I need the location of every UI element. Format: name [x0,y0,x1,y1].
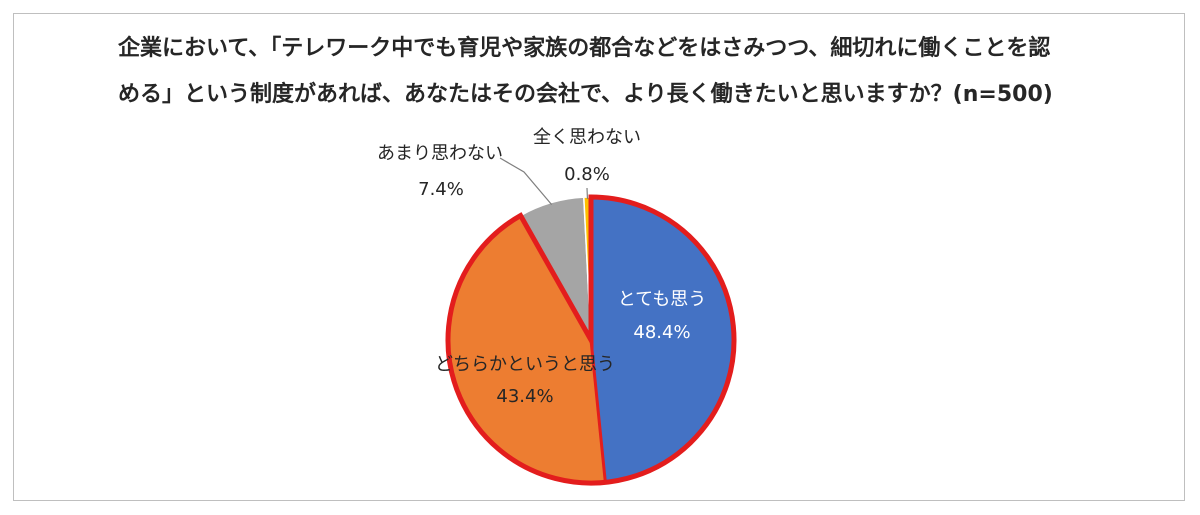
leader-lines [499,157,589,205]
pie-highlight-outline [445,194,737,486]
slice-label-amari: あまり思わない [377,143,503,164]
slice-value-mattaku: 0.8% [564,164,610,185]
slice-label-dochiraka: どちらかというと思う [435,354,615,375]
chart-title: 企業において、「テレワーク中でも育児や家族の都合などをはさみつつ、細切れに働くこ… [118,26,1078,118]
slice-value-amari: 7.4% [418,179,464,200]
slice-value-dochiraka: 43.4% [496,386,553,407]
slice-label-totemo-omou: とても思う [618,289,707,310]
agree-highlight-outline [445,194,737,486]
slice-label-mattaku: 全く思わない [533,127,641,148]
agree-divider-line [589,339,607,483]
chart-title-line-1: 企業において、「テレワーク中でも育児や家族の都合などをはさみつつ、細切れに働くこ… [118,36,1051,61]
slice-value-totemo-omou: 48.4% [633,322,690,343]
chart-title-line-2: める」という制度があれば、あなたはその会社で、より長く働きたいと思いますか？(n… [118,82,1053,107]
leader-line-amari [499,157,553,205]
